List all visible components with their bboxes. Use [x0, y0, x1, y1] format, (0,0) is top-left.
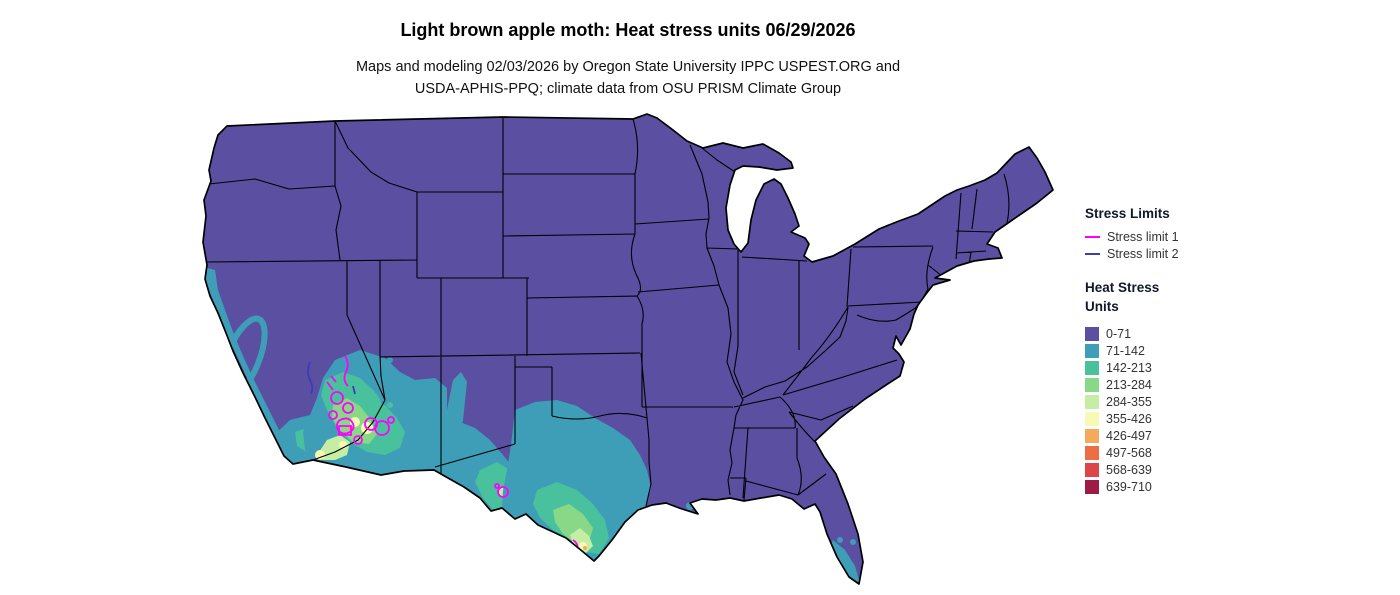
heat-region-florida — [830, 540, 859, 584]
heat-stress-bin-row: 284-355 — [1085, 393, 1335, 410]
heat-stress-bin-row: 213-284 — [1085, 376, 1335, 393]
stress-limit-line-sample — [1085, 252, 1100, 255]
heat-stress-bin-row: 568-639 — [1085, 461, 1335, 478]
stress-limit-items: Stress limit 1 Stress limit 2 — [1085, 228, 1335, 262]
us-heat-stress-map — [185, 110, 1075, 590]
heat-stress-bin-row: 142-213 — [1085, 359, 1335, 376]
heat-spot-yellow — [315, 450, 325, 460]
heat-spot-teal — [850, 539, 856, 545]
legend-swatch — [1085, 377, 1099, 392]
map-subtitle: Maps and modeling 02/03/2026 by Oregon S… — [0, 56, 1256, 100]
heat-spot-orange — [583, 546, 587, 550]
stress-limit-line-sample — [1085, 235, 1100, 238]
legend-bin-label: 213-284 — [1106, 377, 1152, 392]
legend-swatch — [1085, 360, 1099, 375]
legend-bin-label: 71-142 — [1106, 343, 1145, 358]
legend-swatch — [1085, 428, 1099, 443]
legend-panel: Stress Limits Stress limit 1 Stress limit… — [1085, 206, 1335, 495]
legend-swatch — [1085, 394, 1099, 409]
heat-stress-units-title-line-2: Units — [1085, 299, 1119, 314]
legend-bin-label: 284-355 — [1106, 394, 1152, 409]
stress-limit-label: Stress limit 2 — [1107, 246, 1179, 261]
legend-swatch — [1085, 343, 1099, 358]
stress-limit-item: Stress limit 2 — [1085, 245, 1335, 262]
stress-limit-label: Stress limit 1 — [1107, 229, 1179, 244]
stress-limit-item: Stress limit 1 — [1085, 228, 1335, 245]
map-title: Light brown apple moth: Heat stress unit… — [400, 20, 856, 40]
legend-bin-label: 142-213 — [1106, 360, 1152, 375]
stress-limit-2-marks — [307, 361, 356, 395]
legend-bin-label: 497-568 — [1106, 445, 1152, 460]
heat-spot-teal — [837, 537, 843, 543]
map-subtitle-line-1: Maps and modeling 02/03/2026 by Oregon S… — [355, 59, 901, 75]
legend-swatch — [1085, 479, 1099, 494]
heat-spot-teal — [387, 357, 393, 363]
legend-bin-label: 639-710 — [1106, 479, 1152, 494]
stress-limit-1-marks — [326, 355, 581, 556]
heat-stress-bin-row: 426-497 — [1085, 427, 1335, 444]
map-svg — [202, 113, 1054, 585]
legend-swatch — [1085, 326, 1099, 341]
heat-stress-bin-row: 497-568 — [1085, 444, 1335, 461]
state-borders — [204, 117, 1010, 507]
legend-bin-label: 568-639 — [1106, 462, 1152, 477]
legend-bin-label: 355-426 — [1106, 411, 1152, 426]
heat-stress-bin-row: 355-426 — [1085, 410, 1335, 427]
legend-swatch — [1085, 411, 1099, 426]
heat-region-ca-coast — [205, 268, 297, 464]
heat-stress-bin-row: 639-710 — [1085, 478, 1335, 495]
heat-region-nm-streak — [443, 372, 467, 462]
legend-bin-label: 0-71 — [1106, 326, 1132, 341]
legend-bin-label: 426-497 — [1106, 428, 1152, 443]
heat-spot-green — [387, 402, 393, 408]
stress-limits-title: Stress Limits — [1085, 206, 1170, 221]
heat-region-texas — [502, 400, 651, 561]
heat-region-group — [205, 268, 859, 584]
heat-stress-bin-row: 0-71 — [1085, 325, 1335, 342]
heat-stress-bin-row: 71-142 — [1085, 342, 1335, 359]
heat-stress-bins: 0-71 71-142 142-213 213-284 284-355 355-426 42… — [1085, 325, 1335, 495]
heat-stress-units-title-line-1: Heat Stress — [1085, 280, 1160, 295]
legend-swatch — [1085, 462, 1099, 477]
legend-swatch — [1085, 445, 1099, 460]
map-subtitle-line-2: USDA-APHIS-PPQ; climate data from OSU PR… — [414, 81, 842, 97]
heat-stress-units-title: Heat Stress Units — [1085, 278, 1335, 316]
